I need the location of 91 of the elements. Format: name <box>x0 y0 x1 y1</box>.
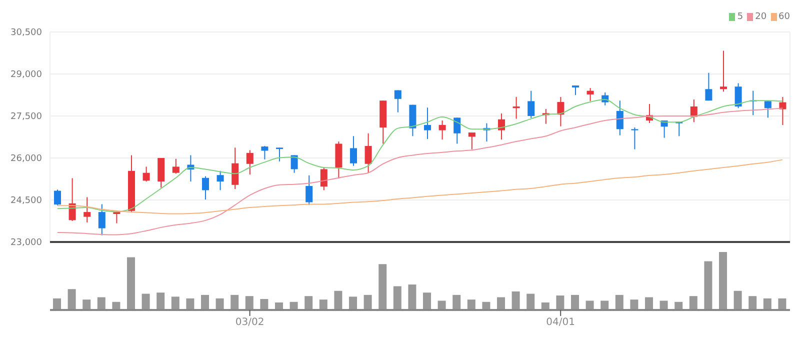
legend-label: 5 <box>736 12 744 22</box>
candlestick <box>276 147 283 162</box>
bar <box>334 290 342 310</box>
y-tick-label: 24,500 <box>10 196 42 206</box>
candlestick <box>172 158 180 174</box>
candlestick <box>779 96 786 126</box>
y-tick-label: 30,500 <box>10 28 42 38</box>
candlestick <box>54 189 61 206</box>
candlestick <box>98 204 106 236</box>
bar <box>734 290 742 310</box>
candlestick <box>113 210 120 224</box>
bar <box>778 298 786 310</box>
bar <box>571 294 579 310</box>
bar <box>319 300 328 310</box>
bar <box>82 300 91 310</box>
bar <box>364 294 372 310</box>
legend-label: 60 <box>778 12 790 22</box>
bar <box>378 264 387 310</box>
candlestick <box>631 126 638 150</box>
bar <box>216 298 224 310</box>
bar <box>512 291 520 310</box>
bar <box>467 300 476 310</box>
bar <box>201 294 209 310</box>
candlestick <box>498 112 505 140</box>
candlestick <box>232 147 239 190</box>
candlestick <box>557 96 564 127</box>
bar <box>438 300 446 310</box>
candlestick <box>142 166 150 182</box>
bar <box>689 296 698 310</box>
bar <box>245 296 254 310</box>
bar <box>304 296 313 310</box>
bar <box>408 284 416 310</box>
y-tick-label: 23,000 <box>10 238 42 248</box>
bar <box>748 296 757 310</box>
x-tick-label: 03/02 <box>235 317 264 328</box>
bar <box>452 294 461 310</box>
candlestick <box>734 82 742 109</box>
candlestick <box>438 120 446 140</box>
candlestick <box>306 174 313 206</box>
bar <box>186 298 194 310</box>
bar <box>763 298 772 310</box>
bar <box>156 292 165 310</box>
candlestick <box>261 145 268 160</box>
bar <box>630 300 638 310</box>
bar <box>556 296 564 310</box>
candlestick <box>705 72 712 102</box>
bar <box>230 294 239 310</box>
candlestick <box>84 196 91 223</box>
candlestick <box>320 167 328 191</box>
candlestick <box>528 90 535 118</box>
bar <box>704 261 712 310</box>
candlestick <box>364 132 372 174</box>
bar <box>127 257 135 310</box>
bar <box>423 292 431 310</box>
candlestick <box>202 176 209 200</box>
bar <box>260 298 268 310</box>
bar <box>586 300 594 310</box>
candlestick <box>586 88 594 102</box>
bar <box>719 252 727 310</box>
candlestick <box>350 136 357 166</box>
candlestick <box>720 50 727 92</box>
candlestick <box>335 140 342 179</box>
y-tick-label: 29,000 <box>10 70 42 80</box>
candlestick <box>616 100 624 136</box>
bar <box>526 294 535 310</box>
candlestick <box>454 117 461 144</box>
candlestick <box>246 150 254 176</box>
y-tick-label: 26,000 <box>10 154 42 164</box>
x-tick-label: 04/01 <box>546 317 576 328</box>
candlestick <box>158 158 165 188</box>
bar <box>645 297 653 310</box>
bar <box>497 297 505 310</box>
candlestick <box>409 104 416 137</box>
candlestick <box>394 90 402 113</box>
bar <box>142 294 150 310</box>
bar <box>53 298 61 310</box>
bar <box>393 286 402 310</box>
bar <box>171 296 180 310</box>
bar <box>660 300 668 310</box>
legend-label: 20 <box>754 12 767 22</box>
candlestick <box>424 107 431 140</box>
candlestick <box>764 100 772 118</box>
candlestick <box>290 154 298 174</box>
bar <box>600 300 609 310</box>
candlestick <box>468 132 476 150</box>
bar <box>615 294 624 310</box>
bar <box>349 296 357 310</box>
candlestick <box>216 170 224 191</box>
bar <box>68 289 76 310</box>
bar <box>97 297 106 310</box>
y-tick-label: 27,500 <box>10 112 42 122</box>
